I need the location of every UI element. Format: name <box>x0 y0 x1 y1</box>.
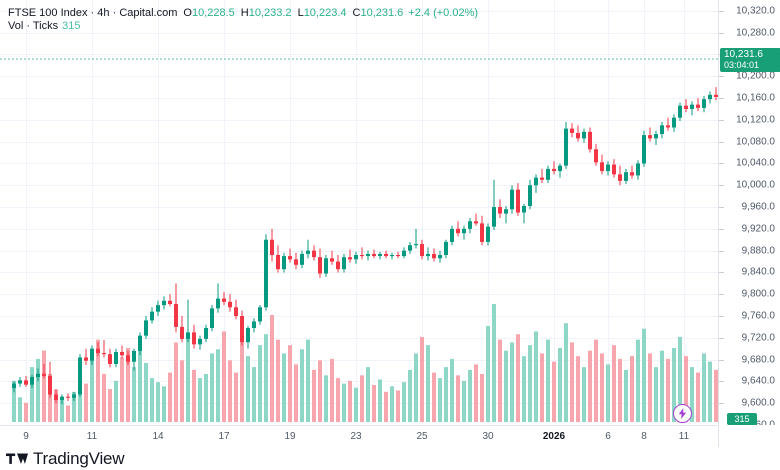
time-axis-tick: 2026 <box>542 431 566 442</box>
price-axis-tickmark <box>719 229 724 230</box>
price-axis-tick: 9,720.0 <box>741 332 775 344</box>
price-axis-tick: 9,600.0 <box>741 397 775 409</box>
price-axis-tickmark <box>719 98 724 99</box>
price-axis-tick: 9,880.0 <box>741 245 775 257</box>
price-axis-tick: 9,560.0 <box>741 419 775 426</box>
price-axis-tickmark <box>719 272 724 273</box>
time-axis-tick: 25 <box>416 431 428 442</box>
time-axis-tick: 17 <box>218 431 230 442</box>
price-axis-tickmark <box>719 316 724 317</box>
price-axis-tick: 10,280.0 <box>736 27 775 39</box>
time-axis-tick: 8 <box>641 431 647 442</box>
current-price-line <box>0 58 718 60</box>
price-axis-tickmark <box>719 338 724 339</box>
volume-value-badge: 315 <box>727 413 757 425</box>
price-axis-tickmark <box>719 11 724 12</box>
price-axis-tick: 10,200.0 <box>736 70 775 82</box>
time-axis-tick: 9 <box>23 431 29 442</box>
time-axis-tick: 19 <box>284 431 296 442</box>
price-axis-tick: 10,160.0 <box>736 92 775 104</box>
chart-plot-area[interactable] <box>0 0 718 425</box>
price-axis-tick: 9,680.0 <box>741 354 775 366</box>
time-axis-tick: 11 <box>86 431 98 442</box>
time-axis[interactable]: 911141719232530202668111416 <box>0 425 780 448</box>
current-price-value: 10,231.6 <box>724 49 763 61</box>
tradingview-logo-icon <box>6 453 28 464</box>
price-axis-tick: 9,840.0 <box>741 266 775 278</box>
time-axis-tick: 30 <box>482 431 494 442</box>
price-axis-tickmark <box>719 76 724 77</box>
price-axis-tickmark <box>719 33 724 34</box>
price-axis-tick: 9,960.0 <box>741 201 775 213</box>
price-axis-tickmark <box>719 207 724 208</box>
time-axis-tick: 14 <box>152 431 164 442</box>
lightning-bolt-icon[interactable] <box>673 404 692 423</box>
current-price-countdown: 03:04:01 <box>724 60 760 71</box>
chart-gridlines <box>0 0 718 425</box>
price-axis-tick: 9,760.0 <box>741 310 775 322</box>
price-axis[interactable]: 10,231.6 03:04:01 315 10,320.0 10,280.0 10… <box>718 0 780 425</box>
axis-corner <box>718 425 780 447</box>
price-axis-tickmark <box>719 360 724 361</box>
price-axis-tickmark <box>719 120 724 121</box>
price-axis-tickmark <box>719 403 724 404</box>
price-axis-tick: 10,320.0 <box>736 5 775 17</box>
time-axis-tick: 6 <box>605 431 611 442</box>
candlestick-series <box>12 87 718 405</box>
price-axis-tick: 9,800.0 <box>741 288 775 300</box>
current-price-badge: 10,231.6 03:04:01 <box>720 48 780 73</box>
price-axis-tick: 9,920.0 <box>741 223 775 235</box>
tradingview-branding: TradingView <box>6 449 125 469</box>
price-axis-tickmark <box>719 294 724 295</box>
price-axis-tickmark <box>719 251 724 252</box>
volume-histogram <box>12 304 718 422</box>
time-axis-tick: 11 <box>678 431 690 442</box>
price-axis-tick: 9,640.0 <box>741 375 775 387</box>
price-axis-tickmark <box>719 142 724 143</box>
price-axis-tickmark <box>719 381 724 382</box>
time-axis-tick: 23 <box>350 431 362 442</box>
price-axis-tick: 10,120.0 <box>736 114 775 126</box>
price-axis-tick: 10,080.0 <box>736 136 775 148</box>
lightning-bolt-glyph <box>678 408 687 419</box>
price-axis-tick: 10,040.0 <box>736 157 775 169</box>
price-axis-tickmark <box>719 163 724 164</box>
price-axis-tickmark <box>719 185 724 186</box>
price-axis-tick: 10,000.0 <box>736 179 775 191</box>
tradingview-wordmark: TradingView <box>33 449 125 468</box>
